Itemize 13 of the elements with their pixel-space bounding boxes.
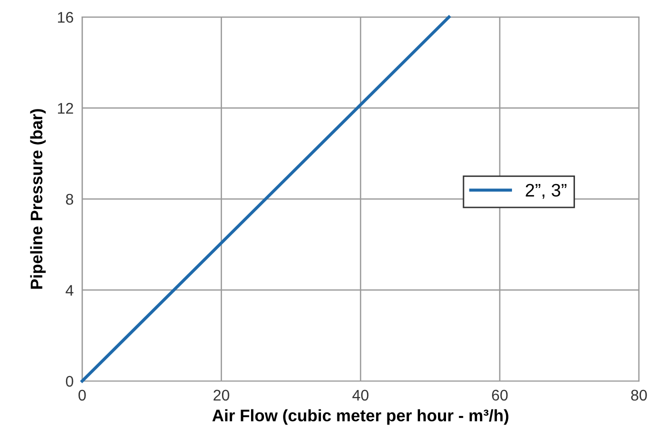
y-tick-label: 8 xyxy=(66,194,74,205)
y-axis-title: Pipeline Pressure (bar) xyxy=(30,109,46,289)
y-tick-label: 16 xyxy=(58,12,74,23)
x-tick-label: 80 xyxy=(631,390,647,401)
x-tick-label: 40 xyxy=(352,390,368,401)
x-tick-label: 0 xyxy=(78,390,86,401)
x-tick-label: 20 xyxy=(214,390,230,401)
x-tick-label: 60 xyxy=(492,390,508,401)
x-axis-title: Air Flow (cubic meter per hour - m³/h) xyxy=(212,409,508,425)
legend-label: 2”, 3” xyxy=(526,184,566,199)
y-tick-label: 4 xyxy=(66,285,74,296)
y-tick-label: 12 xyxy=(58,102,74,114)
y-tick-label: 0 xyxy=(66,376,74,387)
